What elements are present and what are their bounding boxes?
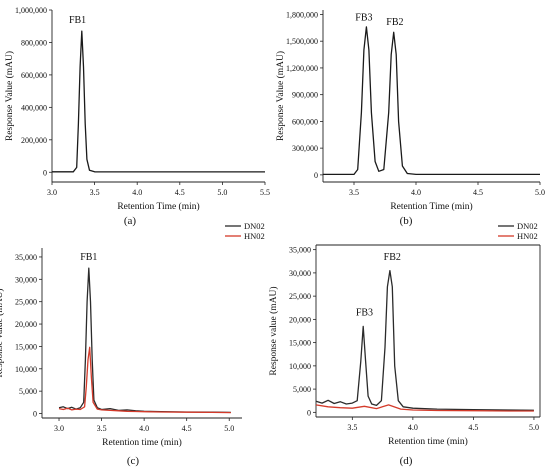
x-tick-label: 3.5: [349, 188, 359, 197]
panel-label: (a): [124, 215, 137, 227]
x-tick-label: 4.5: [182, 424, 192, 433]
y-tick-label: 30,000: [289, 269, 311, 278]
panel-label: (b): [400, 215, 413, 227]
legend-entry-dn02: DN02: [244, 221, 265, 231]
series-line-1: [52, 30, 265, 173]
y-axis-label: Response value (mAU): [0, 288, 5, 377]
y-tick-label: 800,000: [21, 38, 47, 47]
chart-panel-a: 3.0 3.5 4.0 4.5 5.0 5.5 0 200,000 400,000 600,000…: [4, 6, 270, 227]
y-tick-label: 20,000: [15, 320, 37, 329]
x-tick-label: 3.5: [90, 188, 100, 197]
y-tick-label: 15,000: [15, 342, 37, 351]
legend-entry-dn02: DN02: [517, 221, 538, 231]
x-tick-label: 3.0: [47, 188, 57, 197]
peak-label-fb1: FB1: [80, 252, 97, 263]
x-tick-label: 3.5: [347, 423, 357, 432]
y-tick-label: 300,000: [292, 144, 318, 153]
y-tick-label: 400,000: [21, 103, 47, 112]
peak-label-fb3: FB3: [355, 13, 372, 24]
series-line-1: [323, 26, 540, 176]
chart-panel-d: 3.5 4.0 4.5 5.0 0 5,000 10,000 15,000 20,000 25,0…: [268, 221, 541, 467]
y-tick-label: 0: [43, 168, 47, 177]
y-tick-label: 1,800,000: [286, 10, 318, 19]
x-tick-label: 3.0: [54, 424, 64, 433]
x-tick-label: 4.0: [139, 424, 149, 433]
legend-entry-hn02: HN02: [517, 231, 538, 241]
y-tick-label: 35,000: [289, 246, 311, 255]
y-tick-label: 200,000: [21, 136, 47, 145]
y-tick-label: 30,000: [15, 275, 37, 284]
series-line-hn02: [315, 404, 534, 412]
x-tick-label: 4.0: [411, 188, 421, 197]
series-line-dn02: [58, 267, 231, 414]
y-axis-label: Response Value (mAU): [275, 51, 286, 141]
x-axis-label: Retention Time (min): [117, 201, 199, 212]
y-tick-label: 15,000: [289, 339, 311, 348]
legend-entry-hn02: HN02: [244, 231, 265, 241]
y-tick-label: 600,000: [21, 71, 47, 80]
x-tick-label: 5.0: [217, 188, 227, 197]
y-tick-label: 1,200,000: [286, 64, 318, 73]
series-line-dn02: [315, 269, 534, 411]
x-tick-label: 4.0: [408, 423, 418, 432]
y-tick-label: 5,000: [293, 385, 311, 394]
y-tick-label: 25,000: [15, 298, 37, 307]
y-tick-label: 1,000,000: [15, 6, 47, 15]
y-tick-label: 35,000: [15, 253, 37, 262]
y-tick-label: 5,000: [19, 387, 37, 396]
x-tick-label: 4.5: [473, 188, 483, 197]
panel-label: (c): [127, 455, 140, 467]
y-tick-label: 10,000: [289, 362, 311, 371]
x-tick-label: 5.0: [535, 188, 545, 197]
x-tick-label: 5.0: [224, 424, 234, 433]
y-axis-label: Response Value (mAU): [4, 51, 15, 141]
y-axis-label: Response value (mAU): [268, 286, 279, 375]
peak-label-fb2: FB2: [384, 252, 401, 263]
peak-label-fb2: FB2: [386, 17, 403, 28]
y-tick-label: 25,000: [289, 292, 311, 301]
y-tick-label: 20,000: [289, 315, 311, 324]
x-tick-label: 4.0: [132, 188, 142, 197]
y-tick-label: 0: [314, 171, 318, 180]
x-tick-label: 4.5: [175, 188, 185, 197]
peak-label-fb1: FB1: [69, 15, 86, 26]
chart-panel-b: 3.5 4.0 4.5 5.0 0 300,000 600,000 900,000 1,200,…: [275, 10, 545, 227]
y-tick-label: 0: [33, 410, 37, 419]
x-axis-label: Retention time (min): [388, 436, 468, 447]
y-tick-label: 900,000: [292, 91, 318, 100]
x-tick-label: 4.5: [468, 423, 478, 432]
x-tick-label: 5.5: [260, 188, 270, 197]
y-tick-label: 1,500,000: [286, 37, 318, 46]
series-line-hn02: [58, 346, 231, 414]
y-tick-label: 0: [307, 408, 311, 417]
y-tick-label: 600,000: [292, 117, 318, 126]
x-axis-label: Retention Time (min): [390, 201, 472, 212]
x-tick-label: 3.5: [97, 424, 107, 433]
peak-label-fb3: FB3: [356, 308, 373, 319]
panel-label: (d): [400, 455, 413, 467]
y-tick-label: 10,000: [15, 365, 37, 374]
x-tick-label: 5.0: [529, 423, 539, 432]
x-axis-label: Retention time (min): [102, 437, 182, 448]
chart-panel-c: 3.0 3.5 4.0 4.5 5.0 0 5,000 10,000 15,000 20,000 2…: [0, 221, 265, 467]
